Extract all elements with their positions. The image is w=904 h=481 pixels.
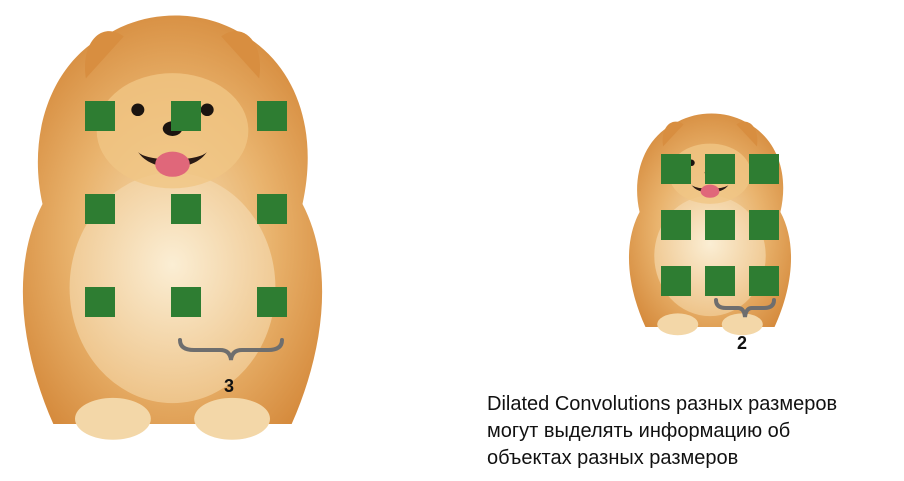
large-dilation-label: 3 bbox=[224, 376, 235, 396]
kernel-cell bbox=[661, 154, 691, 184]
kernel-cell bbox=[171, 287, 201, 317]
kernel-cell bbox=[705, 154, 735, 184]
caption-line: Dilated Convolutions разных размеров bbox=[487, 393, 838, 415]
kernel-cell bbox=[749, 154, 779, 184]
kernel-cell bbox=[85, 101, 115, 131]
kernel-cell bbox=[257, 101, 287, 131]
small-dilation-label: 2 bbox=[737, 333, 748, 353]
caption-line: могут выделять информацию об bbox=[487, 420, 791, 442]
large-dilation-brace bbox=[178, 338, 284, 361]
kernel-cell bbox=[257, 194, 287, 224]
caption-line: объектах разных размеров bbox=[487, 447, 739, 469]
caption: Dilated Convolutions разных размеров мог… bbox=[487, 391, 902, 472]
kernel-cell bbox=[705, 210, 735, 240]
kernel-cell bbox=[705, 266, 735, 296]
kernel-cell bbox=[85, 194, 115, 224]
kernel-cell bbox=[661, 210, 691, 240]
kernel-cell bbox=[171, 101, 201, 131]
large-dog-image bbox=[10, 5, 335, 445]
kernel-cell bbox=[257, 287, 287, 317]
kernel-cell bbox=[171, 194, 201, 224]
kernel-cell bbox=[749, 210, 779, 240]
small-dilation-brace bbox=[714, 298, 776, 318]
kernel-cell bbox=[749, 266, 779, 296]
kernel-cell bbox=[661, 266, 691, 296]
kernel-cell bbox=[85, 287, 115, 317]
